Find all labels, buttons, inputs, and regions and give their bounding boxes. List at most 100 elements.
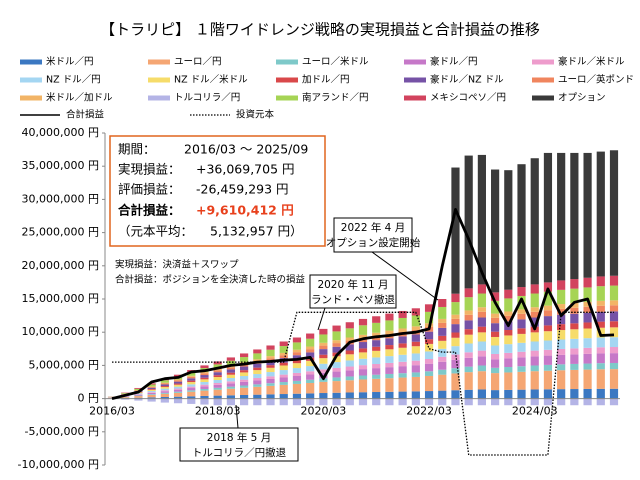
bar-segment [160,397,169,399]
summary-label: 評価損益： [118,182,181,197]
legend-swatch [148,95,170,101]
bar-segment [596,347,605,354]
bar-segment [173,384,183,387]
bar-segment [240,353,249,358]
bar-segment [213,372,222,376]
bar-segment [160,382,169,384]
bar-segment [504,298,513,312]
bar-segment [279,346,288,353]
bar-segment [279,362,288,366]
bar-segment [319,354,328,359]
bar-segment [517,357,526,367]
bar-segment [438,398,447,406]
bar-segment [517,319,526,329]
bar-segment [438,335,447,341]
bar-segment [385,398,394,406]
bar-segment [530,307,539,312]
bar-segment [411,365,420,373]
bar-segment [372,322,381,333]
bar-segment [266,356,275,359]
bar-segment [372,368,381,375]
bar-segment [477,389,486,399]
bar-segment [464,329,473,335]
bar-segment [358,325,368,335]
bar-segment [187,380,196,383]
bar-segment [147,387,156,389]
bar-segment [504,311,513,316]
bar-segment [464,343,473,353]
callout-text: 2018 年 5 月 [207,431,271,444]
bar-segment [385,330,394,335]
bar-segment [424,339,434,344]
bar-segment [160,391,169,393]
bar-segment [173,388,183,390]
bar-segment [358,375,368,380]
bar-segment [160,386,169,388]
bar-segment [477,284,486,294]
legend-label: オプション [558,93,606,104]
bar-segment [557,304,566,309]
bar-segment [424,358,434,364]
bar-segment [464,310,473,315]
bar-segment [583,353,592,364]
bar-segment [609,321,619,328]
bar-segment [332,356,341,363]
bar-segment [319,358,328,364]
bar-segment [504,389,513,399]
legend-swatch [404,77,426,83]
bar-segment [557,324,566,331]
bar-segment [306,366,315,372]
plot-area: 米ドル／円 ユーロ／円 ユーロ／米ドル 豪ドル／円 豪ドル／米ドル NZ ドル／円 NZ ド… [18,56,634,472]
bar-segment [358,348,368,353]
bar-segment [596,398,605,406]
bar-segment [385,320,394,331]
bar-segment [345,380,354,393]
bar-segment [464,334,473,344]
bar-segment [451,318,460,325]
bar-segment [609,305,619,312]
bar-segment [451,293,460,303]
bar-segment [358,365,368,370]
legend-label: ユーロ／英ポンド [558,74,634,86]
bar-segment [173,391,183,393]
bar-segment [504,352,513,359]
bar-segment [583,388,592,399]
bar-segment [570,369,579,390]
bar-segment [147,390,156,393]
bar-segment [517,398,526,406]
bar-segment [504,358,513,368]
bar-segment [332,392,341,399]
bar-segment [279,365,288,371]
summary-value: 5,132,957 円） [210,224,303,239]
bar-segment [583,328,592,339]
bar-segment [372,374,381,379]
bar-segment [398,391,407,399]
bar-segment [557,348,566,355]
bar-segment [385,362,394,368]
bar-segment [345,350,354,355]
x-tick-label: 2022/03 [406,405,452,418]
bar-segment [226,395,235,399]
bar-segment [398,336,407,344]
bar-segment [213,387,222,390]
bar-segment [160,384,169,387]
bar-segment [345,322,354,329]
legend-label: NZ ドル／米ドル [174,74,248,86]
bar-segment [530,389,539,399]
callout-line [371,251,439,301]
bar-segment [279,355,288,359]
bar-segment [596,363,605,370]
bar-segment [306,398,315,406]
bar-segment [557,354,566,365]
bar-segment [121,397,130,399]
bar-segment [332,346,341,353]
bar-segment [557,398,566,406]
callout-line [235,404,239,429]
bar-segment [200,384,209,387]
bar-segment [530,341,539,351]
bar-segment [358,379,368,393]
bar-segment [306,338,315,347]
bar-segment [372,378,381,393]
bar-segment [570,363,579,370]
bar-segment [187,396,196,399]
